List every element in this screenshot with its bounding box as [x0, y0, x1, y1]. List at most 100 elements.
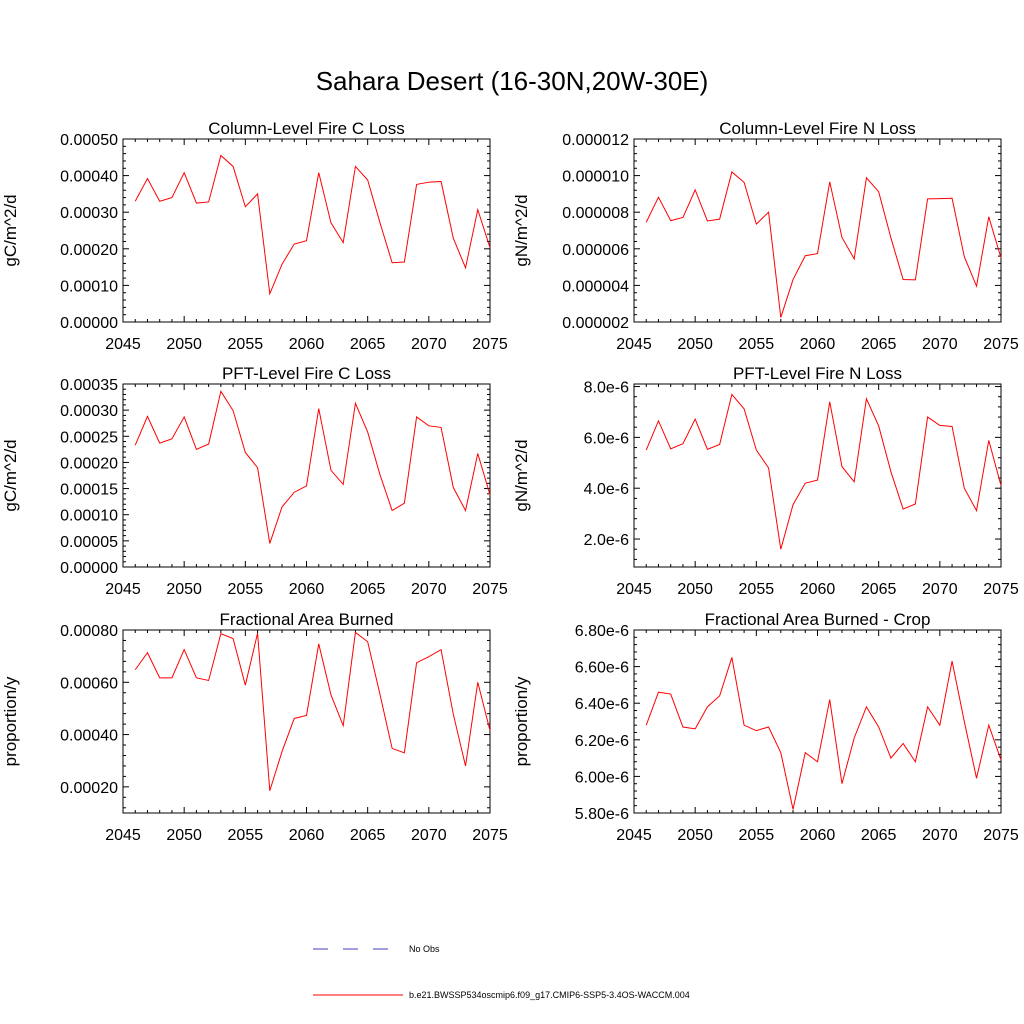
y-tick-label: 0.00020 [60, 455, 118, 472]
x-tick-label: 2065 [350, 827, 386, 844]
x-tick-label: 2075 [472, 336, 508, 353]
x-tick-label: 2075 [472, 827, 508, 844]
legend-series-label: b.e21.BWSSP534oscmip6.f09_g17.CMIP6-SSP5… [409, 990, 690, 1000]
x-tick-label: 2055 [739, 336, 775, 353]
x-tick-label: 2055 [228, 827, 264, 844]
plot-frame [633, 383, 1002, 568]
x-tick-label: 2065 [861, 336, 897, 353]
series-line [134, 631, 491, 791]
x-tick-label: 2055 [739, 827, 775, 844]
y-tick-label: 6.60e-6 [575, 660, 629, 677]
x-tick-label: 2070 [922, 581, 958, 598]
y-tick-label: 6.20e-6 [575, 733, 629, 750]
y-tick-label: 0.00060 [60, 675, 118, 692]
plot-frame [633, 629, 1002, 814]
x-tick-label: 2050 [166, 336, 202, 353]
panel-title: Fractional Area Burned [220, 610, 394, 629]
x-tick-label: 2075 [472, 581, 508, 598]
x-tick-label: 2065 [861, 827, 897, 844]
y-tick-label: 0.000006 [562, 242, 629, 259]
plot-frame [122, 138, 491, 323]
chart-panel-6: Fractional Area Burned - Crop proportion/… [512, 610, 1019, 844]
x-tick-label: 2055 [228, 581, 264, 598]
y-tick-label: 2.0e-6 [584, 532, 629, 549]
y-tick-label: 0.000012 [562, 132, 629, 149]
y-tick-label: 6.80e-6 [575, 623, 629, 640]
y-tick-label: 0.00080 [60, 623, 118, 640]
x-tick-label: 2075 [983, 827, 1019, 844]
x-tick-label: 2055 [739, 581, 775, 598]
x-tick-label: 2065 [350, 336, 386, 353]
x-tick-label: 2070 [922, 827, 958, 844]
x-tick-label: 2045 [105, 336, 141, 353]
y-tick-label: 6.00e-6 [575, 769, 629, 786]
y-tick-label: 0.000008 [562, 205, 629, 222]
y-tick-label: 0.00010 [60, 278, 118, 295]
y-axis-label: gN/m^2/d [512, 194, 531, 266]
y-tick-label: 0.00040 [60, 169, 118, 186]
y-tick-label: 0.000010 [562, 169, 629, 186]
series-line [134, 390, 491, 544]
y-tick-label: 0.00040 [60, 728, 118, 745]
x-tick-label: 2075 [983, 581, 1019, 598]
x-tick-label: 2060 [800, 336, 836, 353]
y-tick-label: 5.80e-6 [575, 806, 629, 823]
panel-title: Column-Level Fire N Loss [719, 119, 916, 138]
x-tick-label: 2045 [616, 827, 652, 844]
x-tick-label: 2060 [289, 581, 325, 598]
plot-frame [633, 138, 1002, 323]
y-tick-label: 0.00050 [60, 132, 118, 149]
chart-panel-2: Column-Level Fire N Loss gN/m^2/d 2045 2050… [512, 119, 1019, 353]
x-tick-label: 2065 [350, 581, 386, 598]
x-tick-label: 2070 [411, 336, 447, 353]
y-axis-label: proportion/y [512, 676, 531, 766]
y-axis-label: gN/m^2/d [512, 439, 531, 511]
y-axis-label: gC/m^2/d [1, 439, 20, 511]
y-tick-label: 0.00015 [60, 482, 118, 499]
x-tick-label: 2070 [411, 827, 447, 844]
chart-panel-1: Column-Level Fire C Loss gC/m^2/d 2045 2050… [1, 119, 508, 353]
chart-panel-5: Fractional Area Burned proportion/y 2045 20… [1, 610, 508, 844]
y-tick-label: 0.00000 [60, 560, 118, 577]
series-line [645, 393, 1002, 550]
x-tick-label: 2065 [861, 581, 897, 598]
y-tick-label: 0.00020 [60, 780, 118, 797]
y-tick-label: 0.00025 [60, 429, 118, 446]
x-tick-label: 2050 [166, 827, 202, 844]
panel-title: PFT-Level Fire N Loss [733, 364, 902, 383]
x-tick-label: 2070 [922, 336, 958, 353]
legend-no-obs-label: No Obs [409, 944, 440, 954]
y-tick-label: 0.00035 [60, 377, 118, 394]
y-tick-label: 8.0e-6 [584, 380, 629, 397]
series-line [134, 154, 491, 296]
y-tick-label: 0.00010 [60, 508, 118, 525]
y-tick-label: 4.0e-6 [584, 481, 629, 498]
y-tick-label: 6.0e-6 [584, 430, 629, 447]
y-tick-label: 0.000002 [562, 315, 629, 332]
y-axis-label: gC/m^2/d [1, 194, 20, 266]
x-tick-label: 2045 [616, 581, 652, 598]
x-tick-label: 2045 [105, 827, 141, 844]
x-tick-label: 2050 [677, 827, 713, 844]
legend: No Obs b.e21.BWSSP534oscmip6.f09_g17.CMI… [313, 944, 690, 1000]
y-tick-label: 0.000004 [562, 278, 629, 295]
y-tick-label: 0.00030 [60, 403, 118, 420]
y-axis-label: proportion/y [1, 676, 20, 766]
x-tick-label: 2060 [800, 581, 836, 598]
x-tick-label: 2070 [411, 581, 447, 598]
y-tick-label: 6.40e-6 [575, 696, 629, 713]
x-tick-label: 2050 [677, 336, 713, 353]
plot-frame [122, 629, 491, 814]
chart-panel-3: PFT-Level Fire C Loss gC/m^2/d 2045 2050 205… [1, 364, 508, 598]
x-tick-label: 2060 [289, 827, 325, 844]
main-title: Sahara Desert (16-30N,20W-30E) [316, 66, 709, 96]
x-tick-label: 2050 [166, 581, 202, 598]
x-tick-label: 2060 [800, 827, 836, 844]
x-tick-label: 2075 [983, 336, 1019, 353]
x-tick-label: 2050 [677, 581, 713, 598]
x-tick-label: 2045 [616, 336, 652, 353]
y-tick-label: 0.00000 [60, 315, 118, 332]
x-tick-label: 2055 [228, 336, 264, 353]
y-tick-label: 0.00005 [60, 534, 118, 551]
